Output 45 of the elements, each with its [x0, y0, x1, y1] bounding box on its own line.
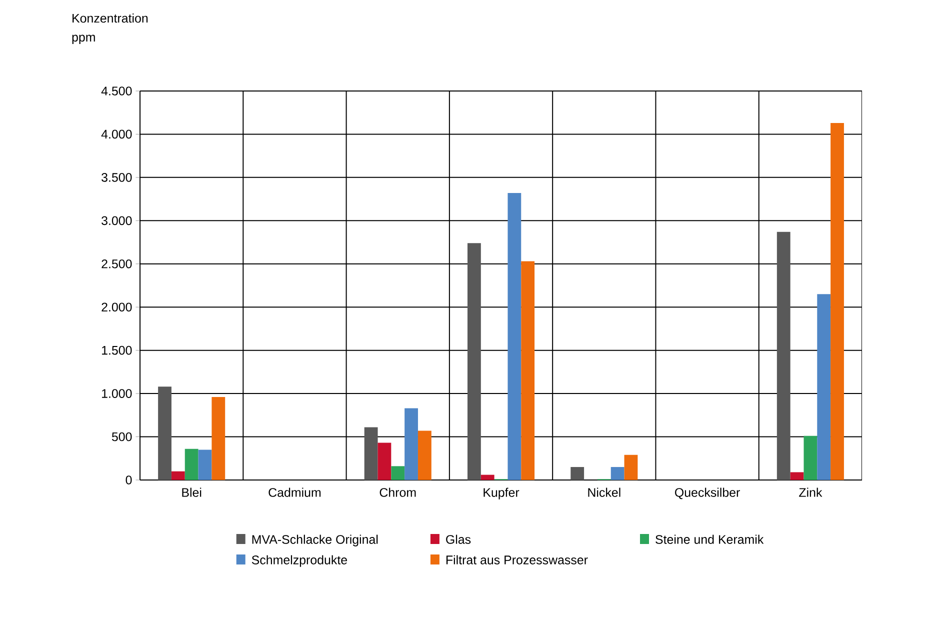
y-tick-label: 2.500	[102, 259, 132, 268]
x-tick-label: Nickel	[588, 488, 620, 497]
bar	[378, 442, 392, 480]
bar	[480, 474, 494, 480]
x-tick-label: Blei	[182, 488, 202, 497]
legend-label: Steine und Keramik	[656, 534, 764, 544]
bar	[610, 467, 624, 480]
bar	[212, 397, 226, 480]
y-tick-label: 3.500	[102, 173, 132, 182]
x-tick-label: Kupfer	[484, 488, 520, 500]
x-tick-label: Quecksilber	[675, 488, 740, 500]
y-tick-label: 4.500	[101, 86, 132, 96]
bar	[198, 450, 212, 480]
bar	[830, 122, 844, 480]
y-tick-label: 1.000	[102, 389, 132, 398]
bar	[364, 427, 378, 480]
bar	[418, 430, 432, 480]
bar	[467, 243, 481, 480]
y-tick-label: 4.000	[101, 130, 132, 139]
bar	[776, 232, 790, 480]
legend-label: Filtrat aus Prozesswasser	[446, 555, 588, 564]
bar	[171, 471, 185, 480]
x-tick-label: Chrom	[380, 488, 416, 497]
bar	[570, 467, 584, 480]
bar	[404, 408, 418, 480]
bar	[624, 454, 638, 480]
y-tick-label: 3.000	[102, 216, 132, 226]
x-tick-label: Cadmium	[268, 488, 321, 497]
x-tick-label: Zink	[799, 488, 822, 497]
bar	[184, 448, 198, 480]
bar	[521, 261, 535, 480]
bar	[391, 466, 405, 480]
y-axis-title: Konzentration ppm	[72, 14, 148, 44]
legend-label: Schmelzprodukte	[252, 555, 347, 567]
y-tick-label: 500	[112, 432, 132, 442]
y-tick-label: 2.000	[102, 302, 132, 312]
bar	[158, 386, 172, 480]
y-tick-label: 0	[126, 476, 132, 484]
y-tick-label: 1.500	[102, 346, 132, 355]
legend-label: MVA-Schlacke Original	[252, 534, 378, 546]
bar	[817, 294, 831, 480]
bar	[804, 436, 818, 480]
legend-label: Glas	[446, 534, 471, 544]
bar	[508, 192, 522, 480]
bar	[790, 472, 804, 480]
